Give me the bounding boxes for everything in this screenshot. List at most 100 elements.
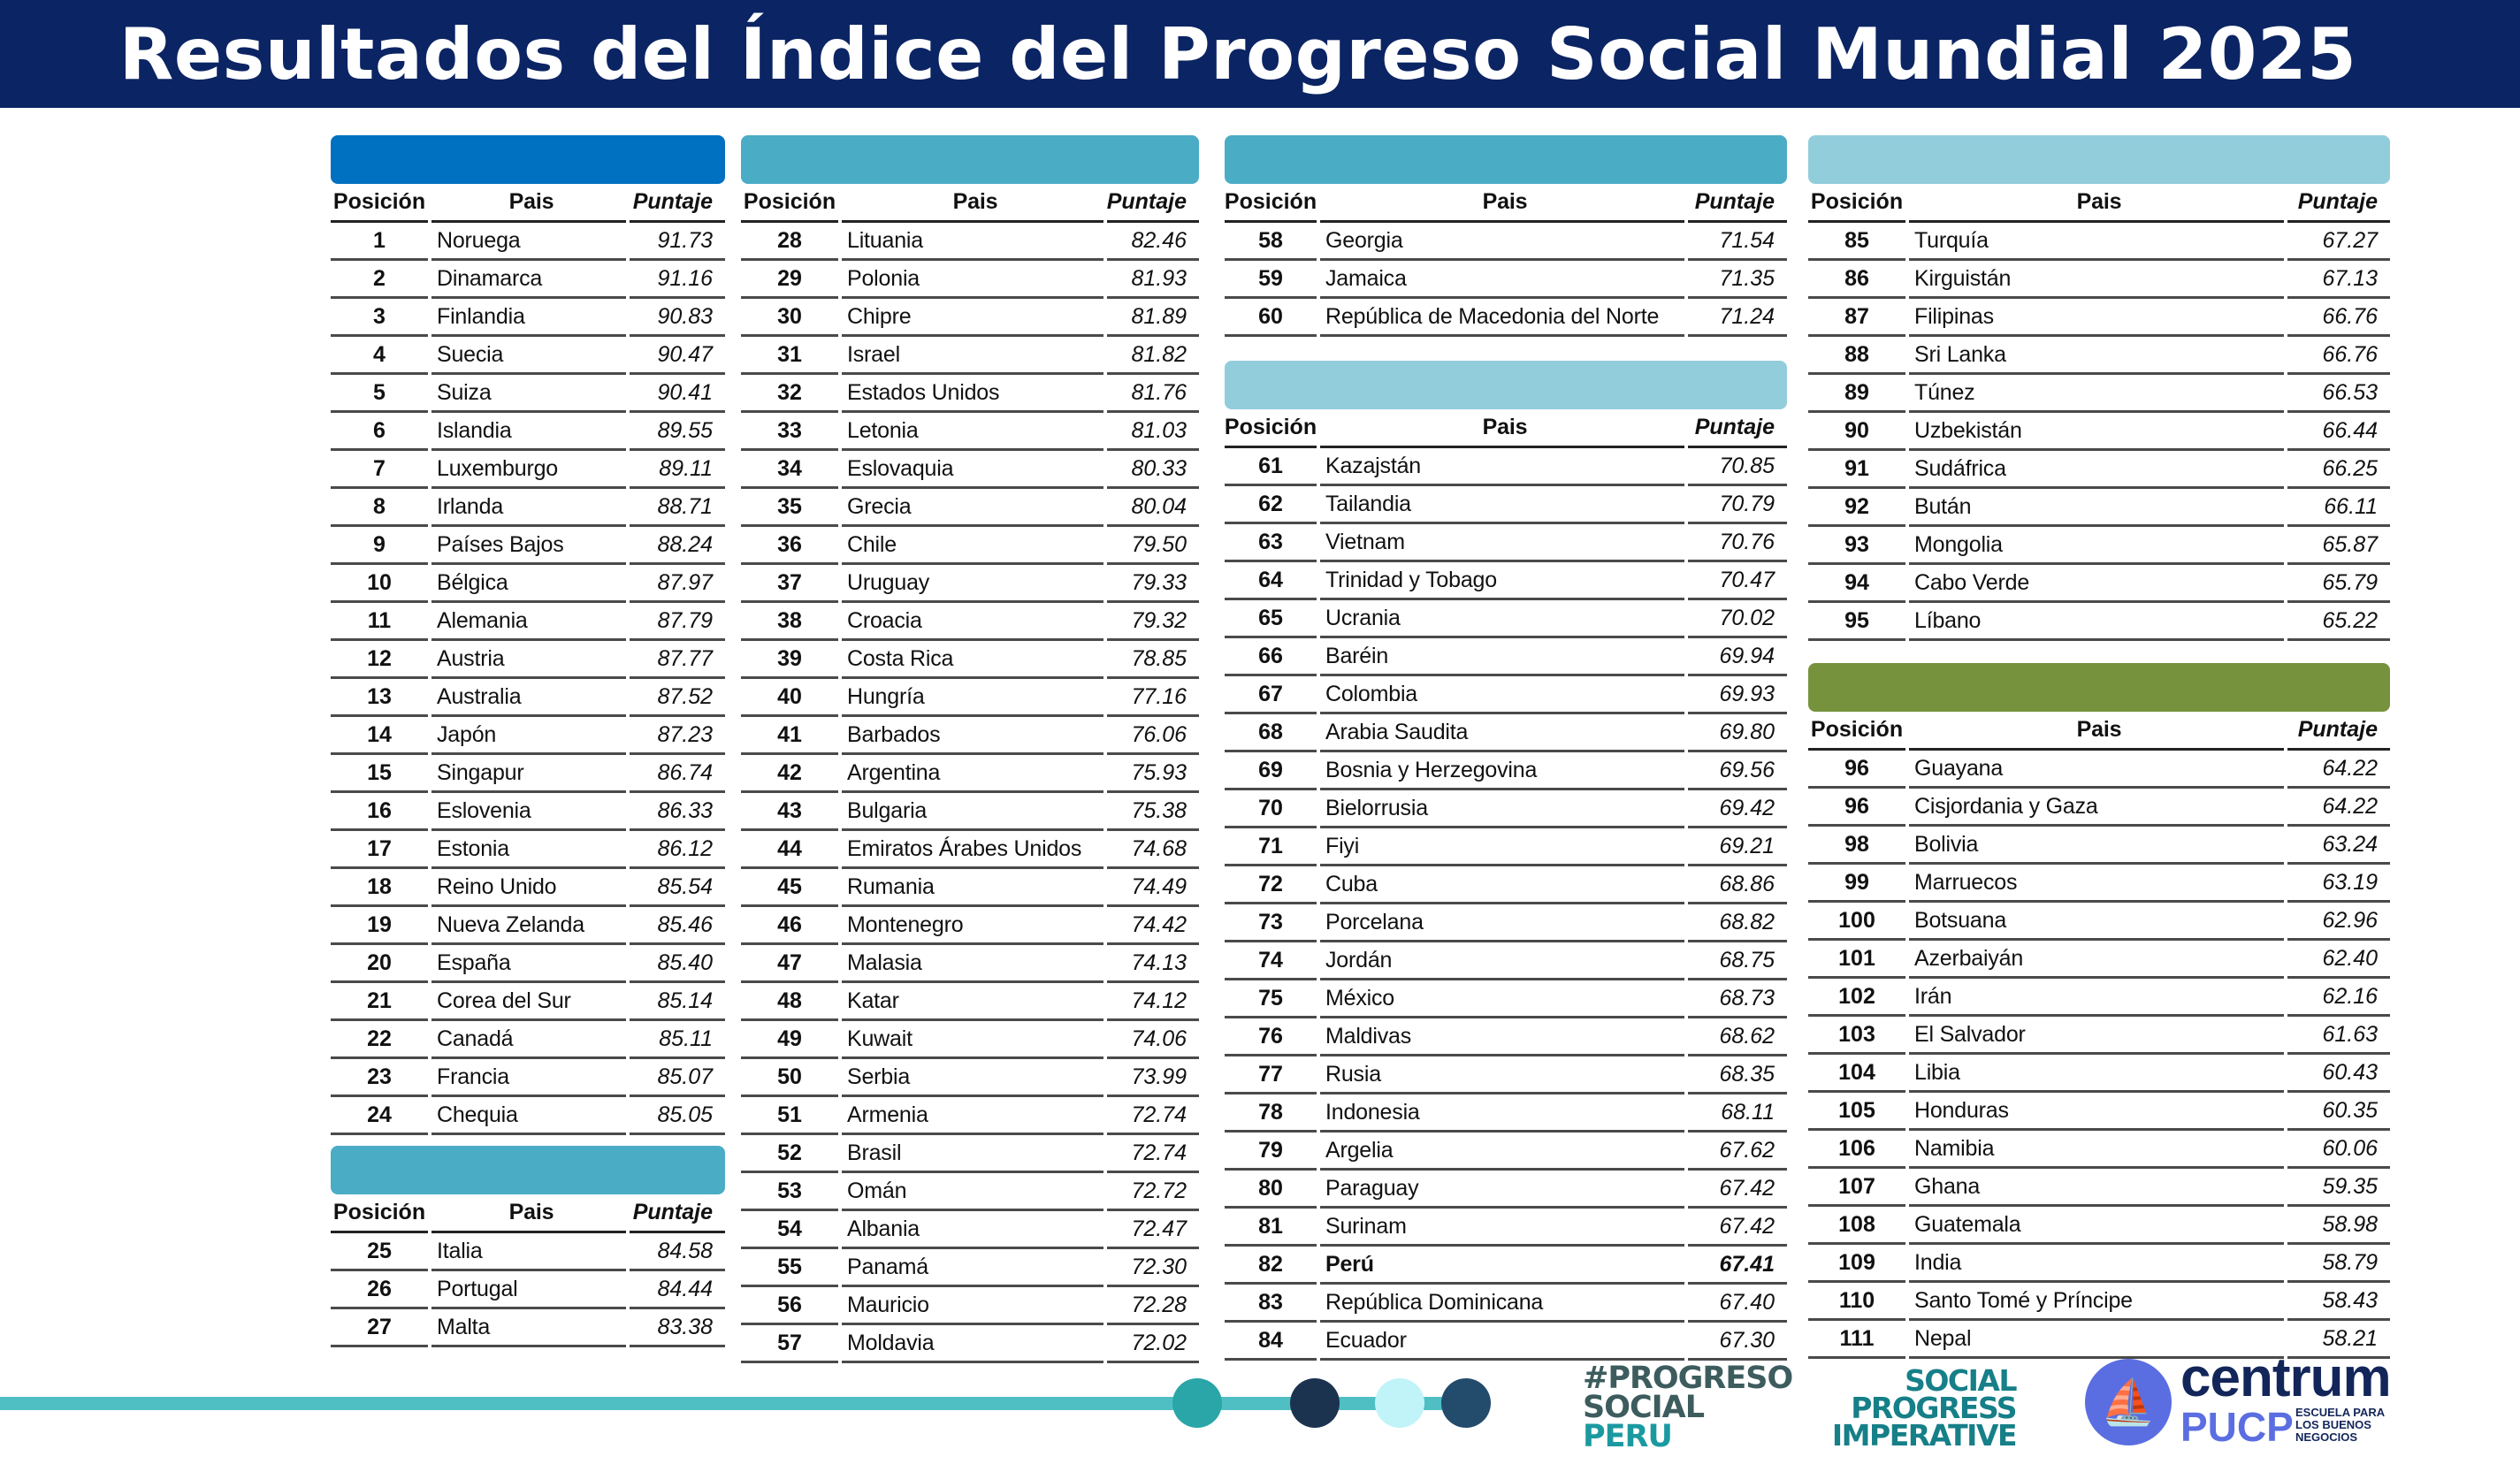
table-row: 89 Túnez 66.53 — [1808, 375, 2390, 413]
country-cell: Georgia — [1320, 223, 1684, 261]
country-cell: Maldivas — [1320, 1018, 1684, 1056]
table-row: 92 Bután 66.11 — [1808, 489, 2390, 527]
score-cell: 89.11 — [630, 451, 725, 489]
table-row: 104 Libia 60.43 — [1808, 1055, 2390, 1093]
footer-dot-4 — [1441, 1378, 1491, 1428]
score-cell: 74.68 — [1107, 831, 1199, 869]
country-cell: Bélgica — [431, 565, 626, 603]
header-country: Pais — [431, 184, 626, 223]
header-country: Pais — [431, 1194, 626, 1233]
score-cell: 65.87 — [2287, 527, 2390, 565]
country-cell: Guayana — [1909, 751, 2284, 789]
table-row: 83 República Dominicana 67.40 — [1225, 1285, 1787, 1323]
position-cell: 111 — [1808, 1321, 1905, 1359]
table-row: 47 Malasia 74.13 — [741, 945, 1199, 983]
score-cell: 85.40 — [630, 945, 725, 983]
score-cell: 87.97 — [630, 565, 725, 603]
score-cell: 72.72 — [1107, 1173, 1199, 1211]
table-row: 101 Azerbaiyán 62.40 — [1808, 941, 2390, 979]
table-row: 25 Italia 84.58 — [331, 1233, 725, 1271]
score-cell: 86.33 — [630, 793, 725, 831]
country-cell: Honduras — [1909, 1093, 2284, 1131]
country-cell: Chile — [842, 527, 1103, 565]
position-cell: 79 — [1225, 1133, 1317, 1171]
table-row: 103 El Salvador 61.63 — [1808, 1017, 2390, 1055]
position-cell: 98 — [1808, 827, 1905, 865]
position-cell: 89 — [1808, 375, 1905, 413]
country-cell: Moldavia — [842, 1325, 1103, 1363]
score-cell: 79.32 — [1107, 603, 1199, 641]
score-cell: 75.93 — [1107, 755, 1199, 793]
table-row: 7 Luxemburgo 89.11 — [331, 451, 725, 489]
table-row: 98 Bolivia 63.24 — [1808, 827, 2390, 865]
position-cell: 95 — [1808, 603, 1905, 641]
logo-line: IMPERATIVE — [1831, 1418, 2018, 1453]
tagline-line: NEGOCIOS — [2295, 1430, 2358, 1444]
country-cell: Australia — [431, 679, 626, 717]
country-cell: Libia — [1909, 1055, 2284, 1093]
country-cell: Albania — [842, 1211, 1103, 1249]
country-cell: Arabia Saudita — [1320, 714, 1684, 752]
country-cell: Austria — [431, 641, 626, 679]
country-cell: Turquía — [1909, 223, 2284, 261]
score-cell: 85.07 — [630, 1059, 725, 1097]
score-cell: 85.54 — [630, 869, 725, 907]
score-cell: 69.94 — [1688, 638, 1787, 676]
table-row: 79 Argelia 67.62 — [1225, 1133, 1787, 1171]
position-cell: 60 — [1225, 299, 1317, 337]
table-row: 82 Perú 67.41 — [1225, 1247, 1787, 1285]
header-position: Posición — [331, 1194, 428, 1233]
score-cell: 74.13 — [1107, 945, 1199, 983]
table-row: 94 Cabo Verde 65.79 — [1808, 565, 2390, 603]
position-cell: 6 — [331, 413, 428, 451]
table-row: 69 Bosnia y Herzegovina 69.56 — [1225, 752, 1787, 790]
table-row: 45 Rumania 74.49 — [741, 869, 1199, 907]
position-cell: 106 — [1808, 1131, 1905, 1169]
country-cell: Italia — [431, 1233, 626, 1271]
position-cell: 65 — [1225, 600, 1317, 638]
score-cell: 69.21 — [1688, 828, 1787, 866]
position-cell: 27 — [331, 1309, 428, 1347]
score-cell: 60.35 — [2287, 1093, 2390, 1131]
table-row: 24 Chequia 85.05 — [331, 1097, 725, 1135]
score-cell: 87.23 — [630, 717, 725, 755]
score-cell: 72.02 — [1107, 1325, 1199, 1363]
table-row: 55 Panamá 72.30 — [741, 1249, 1199, 1287]
position-cell: 58 — [1225, 223, 1317, 261]
table-row: 54 Albania 72.47 — [741, 1211, 1199, 1249]
country-cell: Emiratos Árabes Unidos — [842, 831, 1103, 869]
table-row: 41 Barbados 76.06 — [741, 717, 1199, 755]
score-cell: 87.77 — [630, 641, 725, 679]
header-position: Posición — [1808, 184, 1905, 223]
position-cell: 52 — [741, 1135, 838, 1173]
score-cell: 66.76 — [2287, 337, 2390, 375]
country-cell: Cabo Verde — [1909, 565, 2284, 603]
country-cell: Grecia — [842, 489, 1103, 527]
table-row: 12 Austria 87.77 — [331, 641, 725, 679]
score-cell: 58.21 — [2287, 1321, 2390, 1359]
country-cell: Malasia — [842, 945, 1103, 983]
table-row: 33 Letonia 81.03 — [741, 413, 1199, 451]
table-row: 32 Estados Unidos 81.76 — [741, 375, 1199, 413]
country-cell: Brasil — [842, 1135, 1103, 1173]
table-row: 76 Maldivas 68.62 — [1225, 1018, 1787, 1056]
country-cell: Bután — [1909, 489, 2284, 527]
country-cell: Israel — [842, 337, 1103, 375]
table-row: 36 Chile 79.50 — [741, 527, 1199, 565]
table-header: Posición Pais Puntaje — [741, 184, 1199, 223]
country-cell: Eslovaquia — [842, 451, 1103, 489]
score-cell: 68.73 — [1688, 980, 1787, 1018]
score-cell: 63.19 — [2287, 865, 2390, 903]
table-row: 15 Singapur 86.74 — [331, 755, 725, 793]
footer-dot-2 — [1290, 1378, 1340, 1428]
table-row: 96 Guayana 64.22 — [1808, 751, 2390, 789]
score-cell: 60.06 — [2287, 1131, 2390, 1169]
score-cell: 91.73 — [630, 223, 725, 261]
country-cell: Suiza — [431, 375, 626, 413]
country-cell: Reino Unido — [431, 869, 626, 907]
table-row: 111 Nepal 58.21 — [1808, 1321, 2390, 1359]
position-cell: 73 — [1225, 904, 1317, 942]
position-cell: 93 — [1808, 527, 1905, 565]
page-title: Resultados del Índice del Progreso Socia… — [118, 12, 2357, 95]
country-cell: Bolivia — [1909, 827, 2284, 865]
